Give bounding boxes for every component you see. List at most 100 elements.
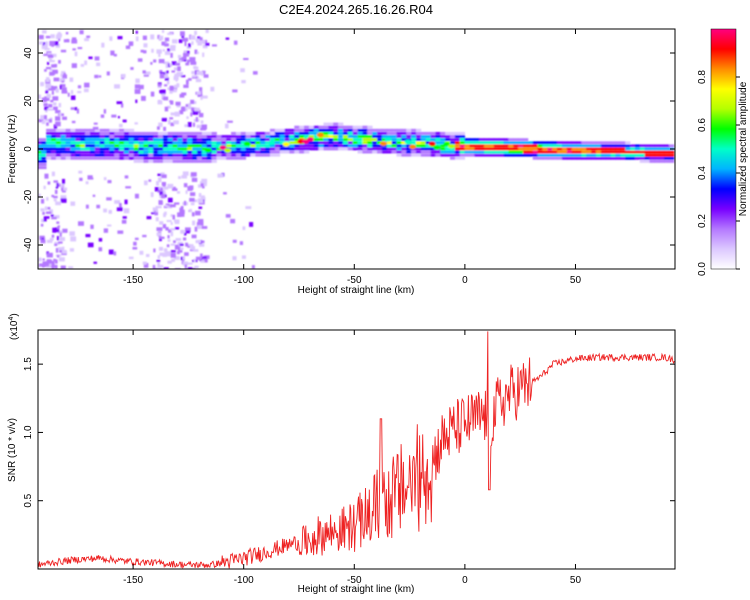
spectrogram-cell — [377, 144, 383, 148]
spectrogram-cell — [158, 153, 164, 157]
spectrogram-cell — [38, 156, 42, 160]
spectrogram-cell — [294, 138, 300, 141]
spectrogram-cell — [99, 156, 105, 160]
spectrogram-cell — [141, 95, 146, 101]
spectrogram-cell — [591, 150, 597, 154]
spectrogram-cell — [94, 144, 101, 148]
spectrogram-cell — [415, 141, 422, 145]
spectrogram-cell — [148, 144, 154, 148]
spectrogram-cell — [121, 219, 127, 224]
spectrogram-cell — [243, 141, 251, 147]
spectrogram-cell — [659, 150, 665, 154]
spectrogram-cell — [174, 244, 179, 250]
spectrogram-cell — [333, 131, 339, 135]
spectrogram-cell — [43, 217, 47, 222]
spectrogram-cell — [192, 138, 198, 141]
spectrogram-cell — [128, 41, 134, 46]
colorbar-tick-label: 0.8 — [697, 70, 708, 84]
spectrogram-cell — [668, 153, 675, 157]
spectrogram-cell — [313, 147, 320, 151]
spectrogram-cell — [425, 141, 431, 145]
spectrogram-cell — [268, 140, 276, 146]
spectrogram-cell — [182, 144, 188, 148]
spectrogram-cell — [187, 262, 193, 265]
spectrogram-cell — [454, 135, 461, 138]
spectrogram-cell — [644, 160, 650, 163]
spectrogram-cell — [70, 141, 76, 145]
spectrogram-cell — [352, 131, 358, 135]
spectrogram-cell — [221, 153, 227, 157]
spectrogram-cell — [170, 231, 174, 237]
snr-y-axis: 0.51.01.5 — [23, 357, 675, 508]
spectrogram-cell — [649, 150, 655, 154]
spectrogram-cell — [352, 144, 358, 148]
spectrogram-cell — [552, 141, 558, 145]
spectrogram-cell — [182, 160, 188, 163]
spectrogram-cell — [610, 150, 616, 154]
spectrogram-cell — [406, 138, 412, 141]
spectrogram-cell — [135, 30, 138, 34]
spectrogram-cell — [50, 156, 57, 160]
spectrogram-cell — [85, 204, 89, 209]
spectrogram-cell — [557, 144, 563, 148]
spectrogram-cell — [420, 153, 427, 157]
spectrogram-cell — [46, 239, 53, 243]
spectrogram-cell — [59, 78, 64, 81]
spectrogram-cell — [87, 175, 93, 179]
spectrogram-cell — [299, 128, 305, 132]
spectrogram-cell — [357, 147, 363, 151]
spectrogram-cell — [362, 150, 368, 154]
spectrogram-cell — [148, 141, 154, 145]
spectrogram-cell — [119, 147, 125, 151]
spectrogram-cell — [47, 54, 53, 57]
spectrogram-cell — [333, 125, 339, 129]
spectrogram-cell — [41, 156, 47, 160]
spectrogram-cell — [411, 150, 417, 154]
spectrogram-cell — [323, 125, 329, 129]
spectrogram-cell — [165, 252, 171, 257]
spectrogram-cell — [644, 153, 650, 157]
spectrogram-cell — [581, 147, 587, 151]
spectrogram-cell — [143, 43, 148, 48]
spectrogram-cell — [200, 221, 204, 226]
spectrogram-cell — [177, 147, 183, 151]
spectrogram-cell — [123, 147, 130, 151]
spectrogram-cell — [55, 141, 62, 145]
spectrogram-cell — [108, 209, 112, 214]
spectrogram-cell — [664, 160, 670, 163]
spectrogram-cell — [154, 210, 159, 216]
spectrogram-cell — [450, 131, 456, 135]
spectrogram-cell — [175, 238, 182, 241]
spectrogram-cell — [659, 147, 665, 151]
spectrogram-cell — [615, 147, 621, 151]
spectrogram-cell — [55, 264, 58, 269]
spectrogram-cell — [420, 135, 427, 138]
spectrogram-cell — [169, 117, 174, 120]
spectrogram-cell — [289, 147, 295, 151]
spectrogram-cell — [152, 207, 158, 213]
spectrogram-cell — [162, 131, 169, 135]
spectrogram-cell — [69, 248, 75, 252]
spectrogram-cell — [191, 177, 198, 182]
spectrogram-cell — [566, 144, 573, 148]
spectrogram-cell — [150, 34, 155, 40]
spectrogram-cell — [148, 179, 152, 182]
spectrogram-cell — [205, 29, 209, 34]
spectrogram-cell — [357, 141, 363, 145]
spectrogram-cell — [104, 138, 110, 141]
spectrogram-cell — [201, 153, 208, 157]
spectrogram-cell — [187, 153, 193, 157]
spectrogram-cell — [65, 153, 71, 157]
spectrogram-cell — [123, 150, 130, 154]
spectrogram-cell — [200, 183, 204, 187]
spectrogram-cell — [532, 144, 539, 148]
spectrogram-cell — [159, 252, 166, 257]
spectrogram-cell — [357, 131, 363, 135]
spectrogram-cell — [440, 150, 446, 154]
spectrogram-cell — [84, 60, 88, 66]
spectrogram-cell — [488, 144, 495, 148]
spectrogram-cell — [552, 147, 558, 151]
spectrogram-cell — [49, 40, 55, 46]
spectrogram-cell — [659, 160, 665, 163]
spectrogram-cell — [527, 153, 534, 157]
